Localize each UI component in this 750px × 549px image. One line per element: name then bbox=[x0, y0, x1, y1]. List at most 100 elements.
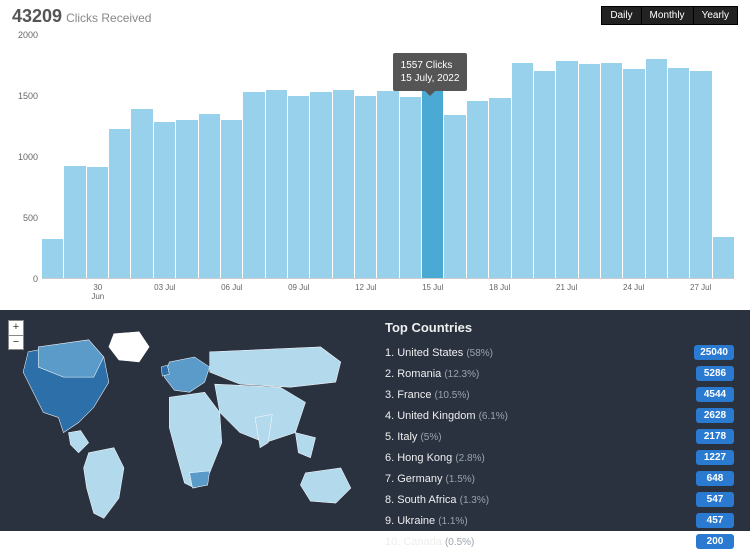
country-label: 3. France (10.5%) bbox=[385, 389, 470, 401]
chart-bar[interactable] bbox=[131, 109, 152, 278]
chart-bar[interactable] bbox=[534, 71, 555, 278]
tab-yearly[interactable]: Yearly bbox=[694, 6, 738, 25]
country-row[interactable]: 7. Germany (1.5%)648 bbox=[385, 471, 734, 486]
x-tick-label bbox=[511, 283, 533, 299]
chart-bar[interactable] bbox=[646, 59, 667, 278]
x-tick-label: 24 Jul bbox=[623, 283, 645, 299]
country-row[interactable]: 3. France (10.5%) 4544 bbox=[385, 387, 734, 402]
countries-title: Top Countries bbox=[385, 320, 734, 335]
chart-bar[interactable] bbox=[377, 91, 398, 278]
x-tick-label: 15 Jul bbox=[422, 283, 444, 299]
country-label: 1. United States (58%) bbox=[385, 347, 493, 359]
x-tick-label bbox=[176, 283, 198, 299]
chart-bar[interactable] bbox=[266, 90, 287, 278]
country-label: 10. Canada (0.5%) bbox=[385, 536, 474, 548]
country-row[interactable]: 8. South Africa (1.3%) 547 bbox=[385, 492, 734, 507]
tab-daily[interactable]: Daily bbox=[601, 6, 641, 25]
y-tick-label: 500 bbox=[23, 213, 38, 223]
country-label: 2. Romania (12.3%) bbox=[385, 368, 479, 380]
country-row[interactable]: 5. Italy (5%)2178 bbox=[385, 429, 734, 444]
x-tick-label bbox=[42, 283, 64, 299]
x-tick-label bbox=[243, 283, 265, 299]
tooltip-line2: 15 July, 2022 bbox=[401, 72, 460, 85]
x-tick-label bbox=[131, 283, 153, 299]
tab-monthly[interactable]: Monthly bbox=[642, 6, 694, 25]
chart-bar[interactable] bbox=[467, 101, 488, 278]
x-tick-label bbox=[667, 283, 689, 299]
zoom-control: + − bbox=[8, 320, 24, 350]
chart-bar[interactable] bbox=[64, 166, 85, 278]
chart-bar[interactable] bbox=[42, 239, 63, 278]
country-row[interactable]: 2. Romania (12.3%)5286 bbox=[385, 366, 734, 381]
geo-panel: + − bbox=[0, 310, 750, 531]
country-row[interactable]: 6. Hong Kong (2.8%) 1227 bbox=[385, 450, 734, 465]
x-tick-label bbox=[265, 283, 287, 299]
chart-bar[interactable] bbox=[154, 122, 175, 278]
clicks-chart: 0500100015002000 30 Jun03 Jul06 Jul09 Ju… bbox=[12, 29, 738, 299]
top-countries: Top Countries 1. United States (58%)2504… bbox=[375, 310, 750, 531]
chart-bar[interactable] bbox=[87, 167, 108, 278]
x-tick-label: 03 Jul bbox=[154, 283, 176, 299]
zoom-out-button[interactable]: − bbox=[9, 335, 23, 349]
country-count-badge: 200 bbox=[696, 534, 734, 549]
chart-bar[interactable] bbox=[601, 63, 622, 278]
world-map[interactable] bbox=[8, 318, 371, 527]
region-south-africa[interactable] bbox=[190, 471, 210, 488]
country-row[interactable]: 10. Canada (0.5%) 200 bbox=[385, 534, 734, 549]
x-tick-label bbox=[377, 283, 399, 299]
chart-bar[interactable] bbox=[199, 114, 220, 278]
zoom-in-button[interactable]: + bbox=[9, 321, 23, 335]
y-tick-label: 0 bbox=[33, 274, 38, 284]
country-count-badge: 1227 bbox=[696, 450, 734, 465]
x-tick-label: 06 Jul bbox=[221, 283, 243, 299]
country-row[interactable]: 4. United Kingdom (6.1%)2628 bbox=[385, 408, 734, 423]
x-tick-label bbox=[310, 283, 332, 299]
chart-bar[interactable] bbox=[690, 71, 711, 278]
chart-bar[interactable] bbox=[333, 90, 354, 278]
range-tabs: Daily Monthly Yearly bbox=[601, 6, 738, 25]
x-tick-label: 27 Jul bbox=[690, 283, 712, 299]
x-tick-label bbox=[444, 283, 466, 299]
chart-bar[interactable] bbox=[422, 89, 443, 278]
chart-bar[interactable] bbox=[288, 96, 309, 278]
x-tick-label: 18 Jul bbox=[489, 283, 511, 299]
chart-bar[interactable] bbox=[243, 92, 264, 278]
clicks-panel: 43209 Clicks Received Daily Monthly Year… bbox=[0, 0, 750, 310]
x-tick-label bbox=[399, 283, 421, 299]
total-count: 43209 bbox=[12, 6, 62, 27]
chart-bar[interactable] bbox=[579, 64, 600, 278]
chart-bar[interactable] bbox=[310, 92, 331, 278]
country-label: 6. Hong Kong (2.8%) bbox=[385, 452, 485, 464]
x-tick-label bbox=[578, 283, 600, 299]
chart-bar[interactable] bbox=[623, 69, 644, 278]
panel-header: 43209 Clicks Received Daily Monthly Year… bbox=[12, 6, 738, 27]
chart-bar[interactable] bbox=[221, 120, 242, 278]
chart-bar[interactable] bbox=[444, 115, 465, 278]
chart-bar[interactable] bbox=[109, 129, 130, 278]
country-count-badge: 4544 bbox=[696, 387, 734, 402]
country-label: 9. Ukraine (1.1%) bbox=[385, 515, 468, 527]
country-count-badge: 547 bbox=[696, 492, 734, 507]
x-tick-label bbox=[332, 283, 354, 299]
country-row[interactable]: 9. Ukraine (1.1%)457 bbox=[385, 513, 734, 528]
x-tick-label: 12 Jul bbox=[355, 283, 377, 299]
chart-bar[interactable] bbox=[400, 97, 421, 278]
x-tick-label: 30 Jun bbox=[87, 283, 109, 299]
country-label: 8. South Africa (1.3%) bbox=[385, 494, 489, 506]
x-tick-label: 21 Jul bbox=[556, 283, 578, 299]
x-axis: 30 Jun03 Jul06 Jul09 Jul12 Jul15 Jul18 J… bbox=[42, 283, 734, 299]
country-row[interactable]: 1. United States (58%)25040 bbox=[385, 345, 734, 360]
chart-bar[interactable] bbox=[668, 68, 689, 278]
chart-bar[interactable] bbox=[355, 96, 376, 278]
chart-bar[interactable] bbox=[556, 61, 577, 278]
country-label: 7. Germany (1.5%) bbox=[385, 473, 475, 485]
y-tick-label: 1000 bbox=[18, 152, 38, 162]
chart-bar[interactable] bbox=[489, 98, 510, 278]
x-tick-label bbox=[64, 283, 86, 299]
x-tick-label bbox=[466, 283, 488, 299]
chart-bar[interactable] bbox=[176, 120, 197, 278]
x-tick-label bbox=[109, 283, 131, 299]
chart-bar[interactable] bbox=[512, 63, 533, 278]
title-subtitle: Clicks Received bbox=[66, 11, 151, 25]
chart-bar[interactable] bbox=[713, 237, 734, 278]
